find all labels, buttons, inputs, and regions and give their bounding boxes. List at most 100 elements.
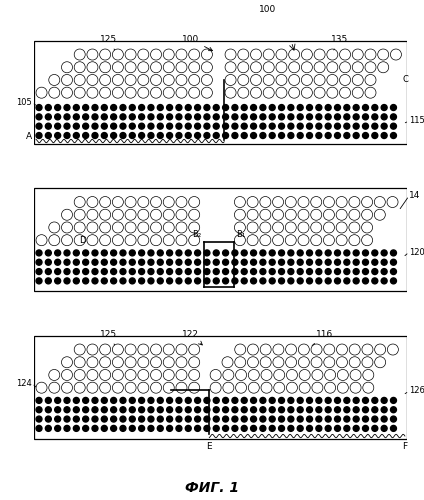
Circle shape [101,132,107,138]
Circle shape [251,123,257,129]
Circle shape [87,196,98,207]
Circle shape [251,260,257,265]
Circle shape [125,74,136,86]
Circle shape [87,74,98,86]
Circle shape [120,426,126,432]
Circle shape [391,426,396,432]
Circle shape [74,382,85,393]
Circle shape [325,250,331,256]
Circle shape [87,382,98,393]
Circle shape [129,268,135,274]
Circle shape [204,268,210,274]
Circle shape [288,407,294,412]
Circle shape [247,234,258,246]
Circle shape [344,123,350,129]
Circle shape [273,196,284,207]
Circle shape [129,398,135,404]
Circle shape [36,398,42,404]
Circle shape [210,382,221,393]
Circle shape [163,234,174,246]
Circle shape [111,260,117,265]
Circle shape [138,209,149,220]
Circle shape [45,268,51,274]
Circle shape [189,196,200,207]
Circle shape [195,398,201,404]
Circle shape [73,123,79,129]
Circle shape [391,123,396,129]
Circle shape [335,278,340,284]
Circle shape [241,268,247,274]
Circle shape [151,382,162,393]
Circle shape [87,62,98,73]
Circle shape [363,382,374,393]
Text: 124: 124 [16,379,32,388]
Circle shape [269,278,275,284]
Circle shape [49,382,60,393]
Circle shape [316,416,322,422]
Circle shape [49,87,60,98]
Circle shape [353,114,359,120]
Circle shape [363,407,368,412]
Circle shape [324,222,335,233]
Circle shape [138,370,149,380]
Circle shape [311,196,322,207]
Circle shape [263,87,274,98]
Circle shape [83,278,89,284]
Circle shape [288,398,294,404]
Circle shape [112,234,123,246]
Circle shape [234,222,245,233]
Circle shape [260,356,271,368]
Circle shape [289,87,300,98]
Circle shape [125,370,136,380]
Circle shape [92,123,98,129]
Circle shape [92,104,98,110]
Circle shape [61,234,73,246]
Circle shape [176,222,187,233]
Circle shape [335,132,340,138]
Circle shape [195,416,201,422]
Circle shape [36,382,47,393]
Circle shape [279,132,285,138]
Text: ФИГ. 1: ФИГ. 1 [185,481,239,495]
Circle shape [148,104,154,110]
Circle shape [344,250,350,256]
Circle shape [353,407,359,412]
Circle shape [45,260,51,265]
Circle shape [64,407,70,412]
Circle shape [151,234,162,246]
Circle shape [204,104,210,110]
Circle shape [129,104,135,110]
Circle shape [129,260,135,265]
Circle shape [251,268,257,274]
Circle shape [139,416,145,422]
Circle shape [363,370,374,380]
Circle shape [350,382,361,393]
Circle shape [279,268,285,274]
Circle shape [64,260,70,265]
Circle shape [391,104,396,110]
Circle shape [314,62,325,73]
Circle shape [139,268,145,274]
Circle shape [325,398,331,404]
Circle shape [74,49,85,60]
Circle shape [273,356,284,368]
Circle shape [195,278,201,284]
Circle shape [148,114,154,120]
Circle shape [241,426,247,432]
Circle shape [83,250,89,256]
Circle shape [73,260,79,265]
Circle shape [111,268,117,274]
Circle shape [260,416,266,422]
Circle shape [279,260,285,265]
Circle shape [176,62,187,73]
Circle shape [185,278,191,284]
Circle shape [312,382,323,393]
Circle shape [92,268,98,274]
Circle shape [167,114,173,120]
Circle shape [232,398,238,404]
Circle shape [325,104,331,110]
Circle shape [73,426,79,432]
Circle shape [204,278,210,284]
Circle shape [263,74,274,86]
Circle shape [138,344,149,355]
